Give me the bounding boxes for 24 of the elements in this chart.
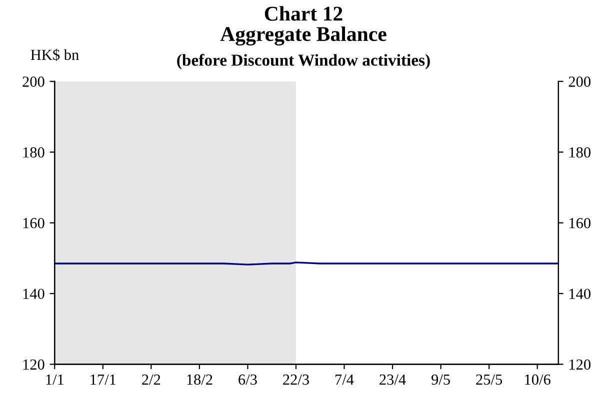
x-tick-label: 2/2 [142, 374, 160, 385]
x-tick-label: 9/5 [432, 374, 450, 385]
x-tick-label: 17/1 [90, 374, 116, 385]
y-tick-label: 160 [23, 218, 44, 228]
y2-tick-label: 180 [570, 147, 590, 158]
y-axis-title: HK$ bn [30, 48, 79, 61]
chart-title: Chart 12 Aggregate Balance [220, 6, 386, 46]
x-tick-label: 22/3 [283, 374, 309, 385]
y2-tick-label: 120 [570, 359, 590, 370]
x-tick-label: 23/4 [380, 374, 406, 385]
y-tick-label: 120 [23, 359, 44, 370]
y-tick-label: 140 [23, 288, 44, 299]
x-tick-label: 7/4 [335, 374, 354, 385]
x-tick-label: 18/2 [187, 374, 212, 385]
x-tick-label: 25/5 [476, 374, 502, 385]
y2-tick-label: 160 [570, 218, 590, 228]
y2-tick-label: 200 [568, 76, 590, 87]
y-tick-label: 180 [23, 147, 44, 158]
y-tick-label: 200 [22, 76, 44, 87]
x-tick-label: 10/6 [525, 374, 550, 385]
x-tick-label: 1/1 [46, 374, 64, 385]
y2-tick-label: 140 [570, 288, 590, 299]
chart-subtitle: (before Discount Window activities) [177, 54, 430, 70]
x-tick-label: 6/3 [238, 374, 257, 385]
